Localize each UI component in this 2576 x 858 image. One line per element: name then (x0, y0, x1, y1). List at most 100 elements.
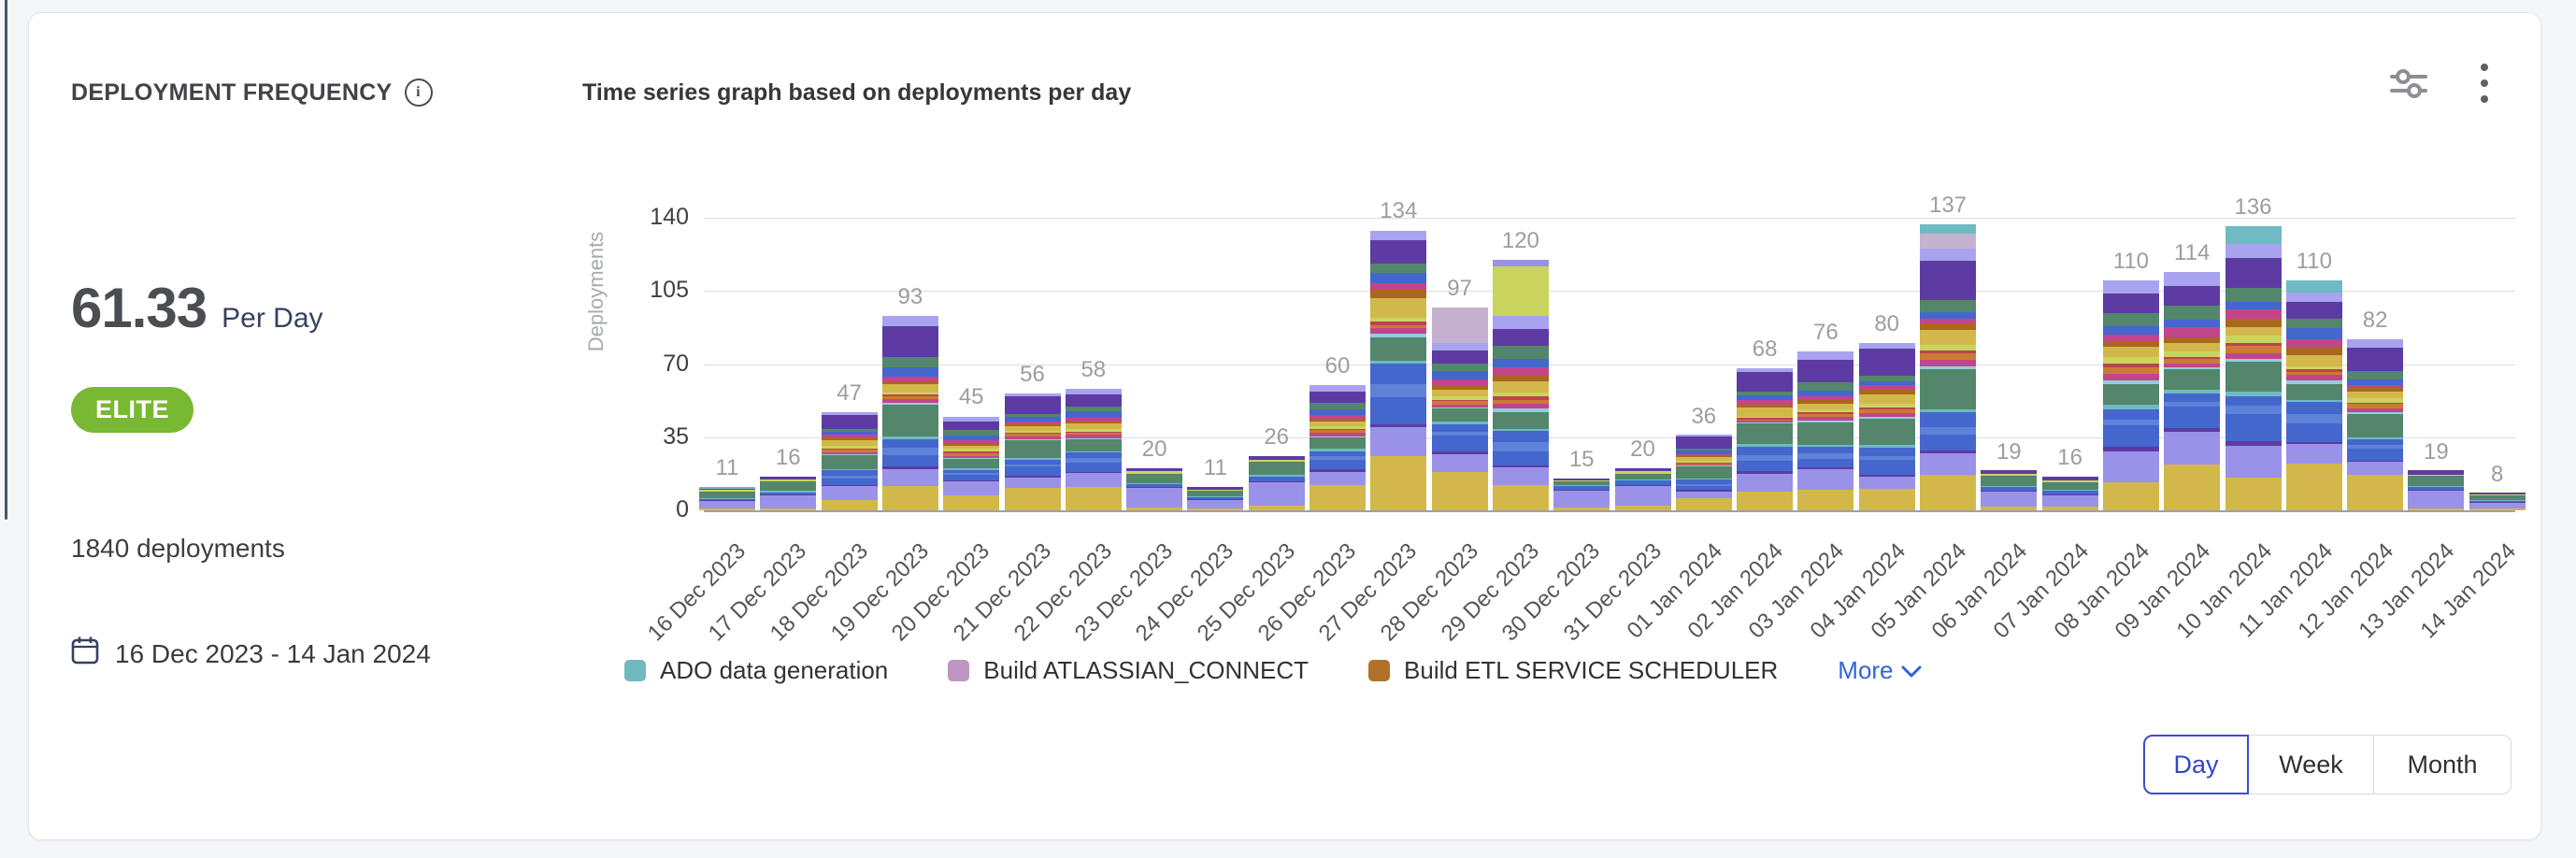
bar-stack[interactable] (1004, 393, 1061, 510)
bar-segment (2469, 499, 2526, 501)
bar-segment (2102, 293, 2159, 314)
bar-segment (1492, 375, 1549, 381)
bar-stack[interactable] (1431, 307, 1488, 510)
bar-segment (1920, 233, 1976, 250)
granularity-week-button[interactable]: Week (2248, 735, 2374, 794)
info-icon[interactable]: i (404, 79, 433, 107)
bar-segment (2041, 495, 2098, 508)
bar-stack[interactable] (1858, 343, 1915, 510)
legend-item-build-etl-service-scheduler[interactable]: Build ETL SERVICE SCHEDULER (1368, 656, 1778, 685)
bar-segment (1370, 383, 1427, 398)
bar-stack[interactable] (2164, 272, 2221, 510)
bar-stack[interactable] (2347, 338, 2404, 510)
bar-segment (1797, 452, 1854, 460)
bar-stack[interactable] (2408, 470, 2465, 510)
kebab-menu-button[interactable] (2476, 58, 2493, 111)
bar-segment (1187, 491, 1244, 497)
bar-segment (1675, 463, 1732, 465)
bar-stack[interactable] (2469, 492, 2526, 510)
bar-segment (1187, 500, 1244, 509)
bar-segment (1858, 413, 1915, 417)
bar-segment (2164, 327, 2221, 337)
bar-stack[interactable] (2102, 280, 2159, 510)
bar-stack[interactable] (943, 416, 1000, 510)
bar-segment (2285, 318, 2342, 329)
bar-segment (1004, 417, 1061, 422)
bar-segment (943, 451, 1000, 453)
bar-segment (1858, 447, 1915, 456)
bar-stack[interactable] (1126, 468, 1183, 510)
bar-segment (1187, 499, 1244, 501)
bar-segment (2164, 358, 2221, 364)
granularity-day-button[interactable]: Day (2143, 735, 2249, 794)
bar-stack[interactable] (2041, 477, 2098, 510)
bar-segment (1370, 264, 1427, 273)
bar-segment (2164, 342, 2221, 352)
bar-segment (1797, 446, 1854, 453)
bar-stack[interactable] (2285, 280, 2342, 510)
bar-segment (1492, 451, 1549, 466)
bar-segment (1920, 260, 1976, 301)
bar-segment (1920, 223, 1976, 234)
bar-stack[interactable] (699, 487, 755, 510)
granularity-month-button[interactable]: Month (2373, 735, 2512, 794)
card-title-row: DEPLOYMENT FREQUENCY i (71, 79, 433, 107)
bar-stack[interactable] (1370, 230, 1427, 510)
bar-stack[interactable] (821, 412, 878, 510)
bar-segment (1981, 476, 2038, 486)
bar-segment (1248, 455, 1305, 460)
bar-segment (2164, 393, 2221, 403)
bar-stack[interactable] (1675, 434, 1732, 510)
bar-stack[interactable] (881, 316, 938, 510)
bar-stack[interactable] (1309, 385, 1366, 510)
bar-stack[interactable] (1492, 259, 1549, 510)
bar-stack[interactable] (1737, 368, 1794, 510)
bar-segment (760, 479, 817, 481)
bar-segment (1065, 389, 1122, 394)
bar-segment (1492, 259, 1549, 266)
bar-segment (1248, 459, 1305, 462)
bar-segment (1675, 464, 1732, 466)
bar-stack[interactable] (1065, 389, 1122, 510)
bar-stack[interactable] (1614, 468, 1671, 510)
bar-stack[interactable] (1248, 455, 1305, 510)
legend-item-build-atlassian-connect[interactable]: Build ATLASSIAN_CONNECT (948, 656, 1309, 685)
bar-segment (2347, 461, 2404, 475)
bar-stack[interactable] (1981, 469, 2038, 510)
bar-segment (881, 393, 938, 395)
bar-segment (1981, 486, 2038, 492)
bar-segment (1004, 423, 1061, 426)
bar-stack[interactable] (760, 477, 817, 510)
bar-stack[interactable] (1797, 351, 1854, 510)
bar-segment (1737, 421, 1794, 423)
bar-segment (1431, 385, 1488, 390)
bar-segment (760, 508, 817, 510)
bar-segment (2164, 356, 2221, 359)
bar-segment (2285, 339, 2342, 348)
bar-stack[interactable] (1920, 223, 1976, 510)
bar-segment (821, 455, 878, 469)
bar-segment (1797, 445, 1854, 447)
bar-segment (2285, 442, 2342, 445)
bar-stack[interactable] (1187, 486, 1244, 510)
bar-stack[interactable] (2225, 226, 2282, 510)
bar-segment (1858, 384, 1915, 389)
bar-segment (1675, 436, 1732, 449)
metric-unit: Per Day (222, 303, 323, 334)
bar-segment (1492, 396, 1549, 400)
legend-item-ado-data-generation[interactable]: ADO data generation (624, 656, 888, 685)
legend-more-button[interactable]: More (1838, 656, 1922, 685)
bar-segment (1737, 392, 1794, 396)
bar-stack[interactable] (1553, 479, 1610, 510)
y-tick-label: 140 (650, 204, 689, 230)
left-scrollbar[interactable] (5, 0, 7, 520)
bar-segment (881, 381, 938, 385)
bar-segment (1004, 440, 1061, 458)
bar-segment (699, 490, 755, 492)
bar-segment (1004, 457, 1061, 460)
bar-segment (1858, 416, 1915, 419)
bar-segment (1737, 460, 1794, 472)
bar-segment (1492, 408, 1549, 412)
bar-value-label: 82 (2362, 307, 2388, 333)
filter-settings-button[interactable] (2384, 61, 2433, 108)
